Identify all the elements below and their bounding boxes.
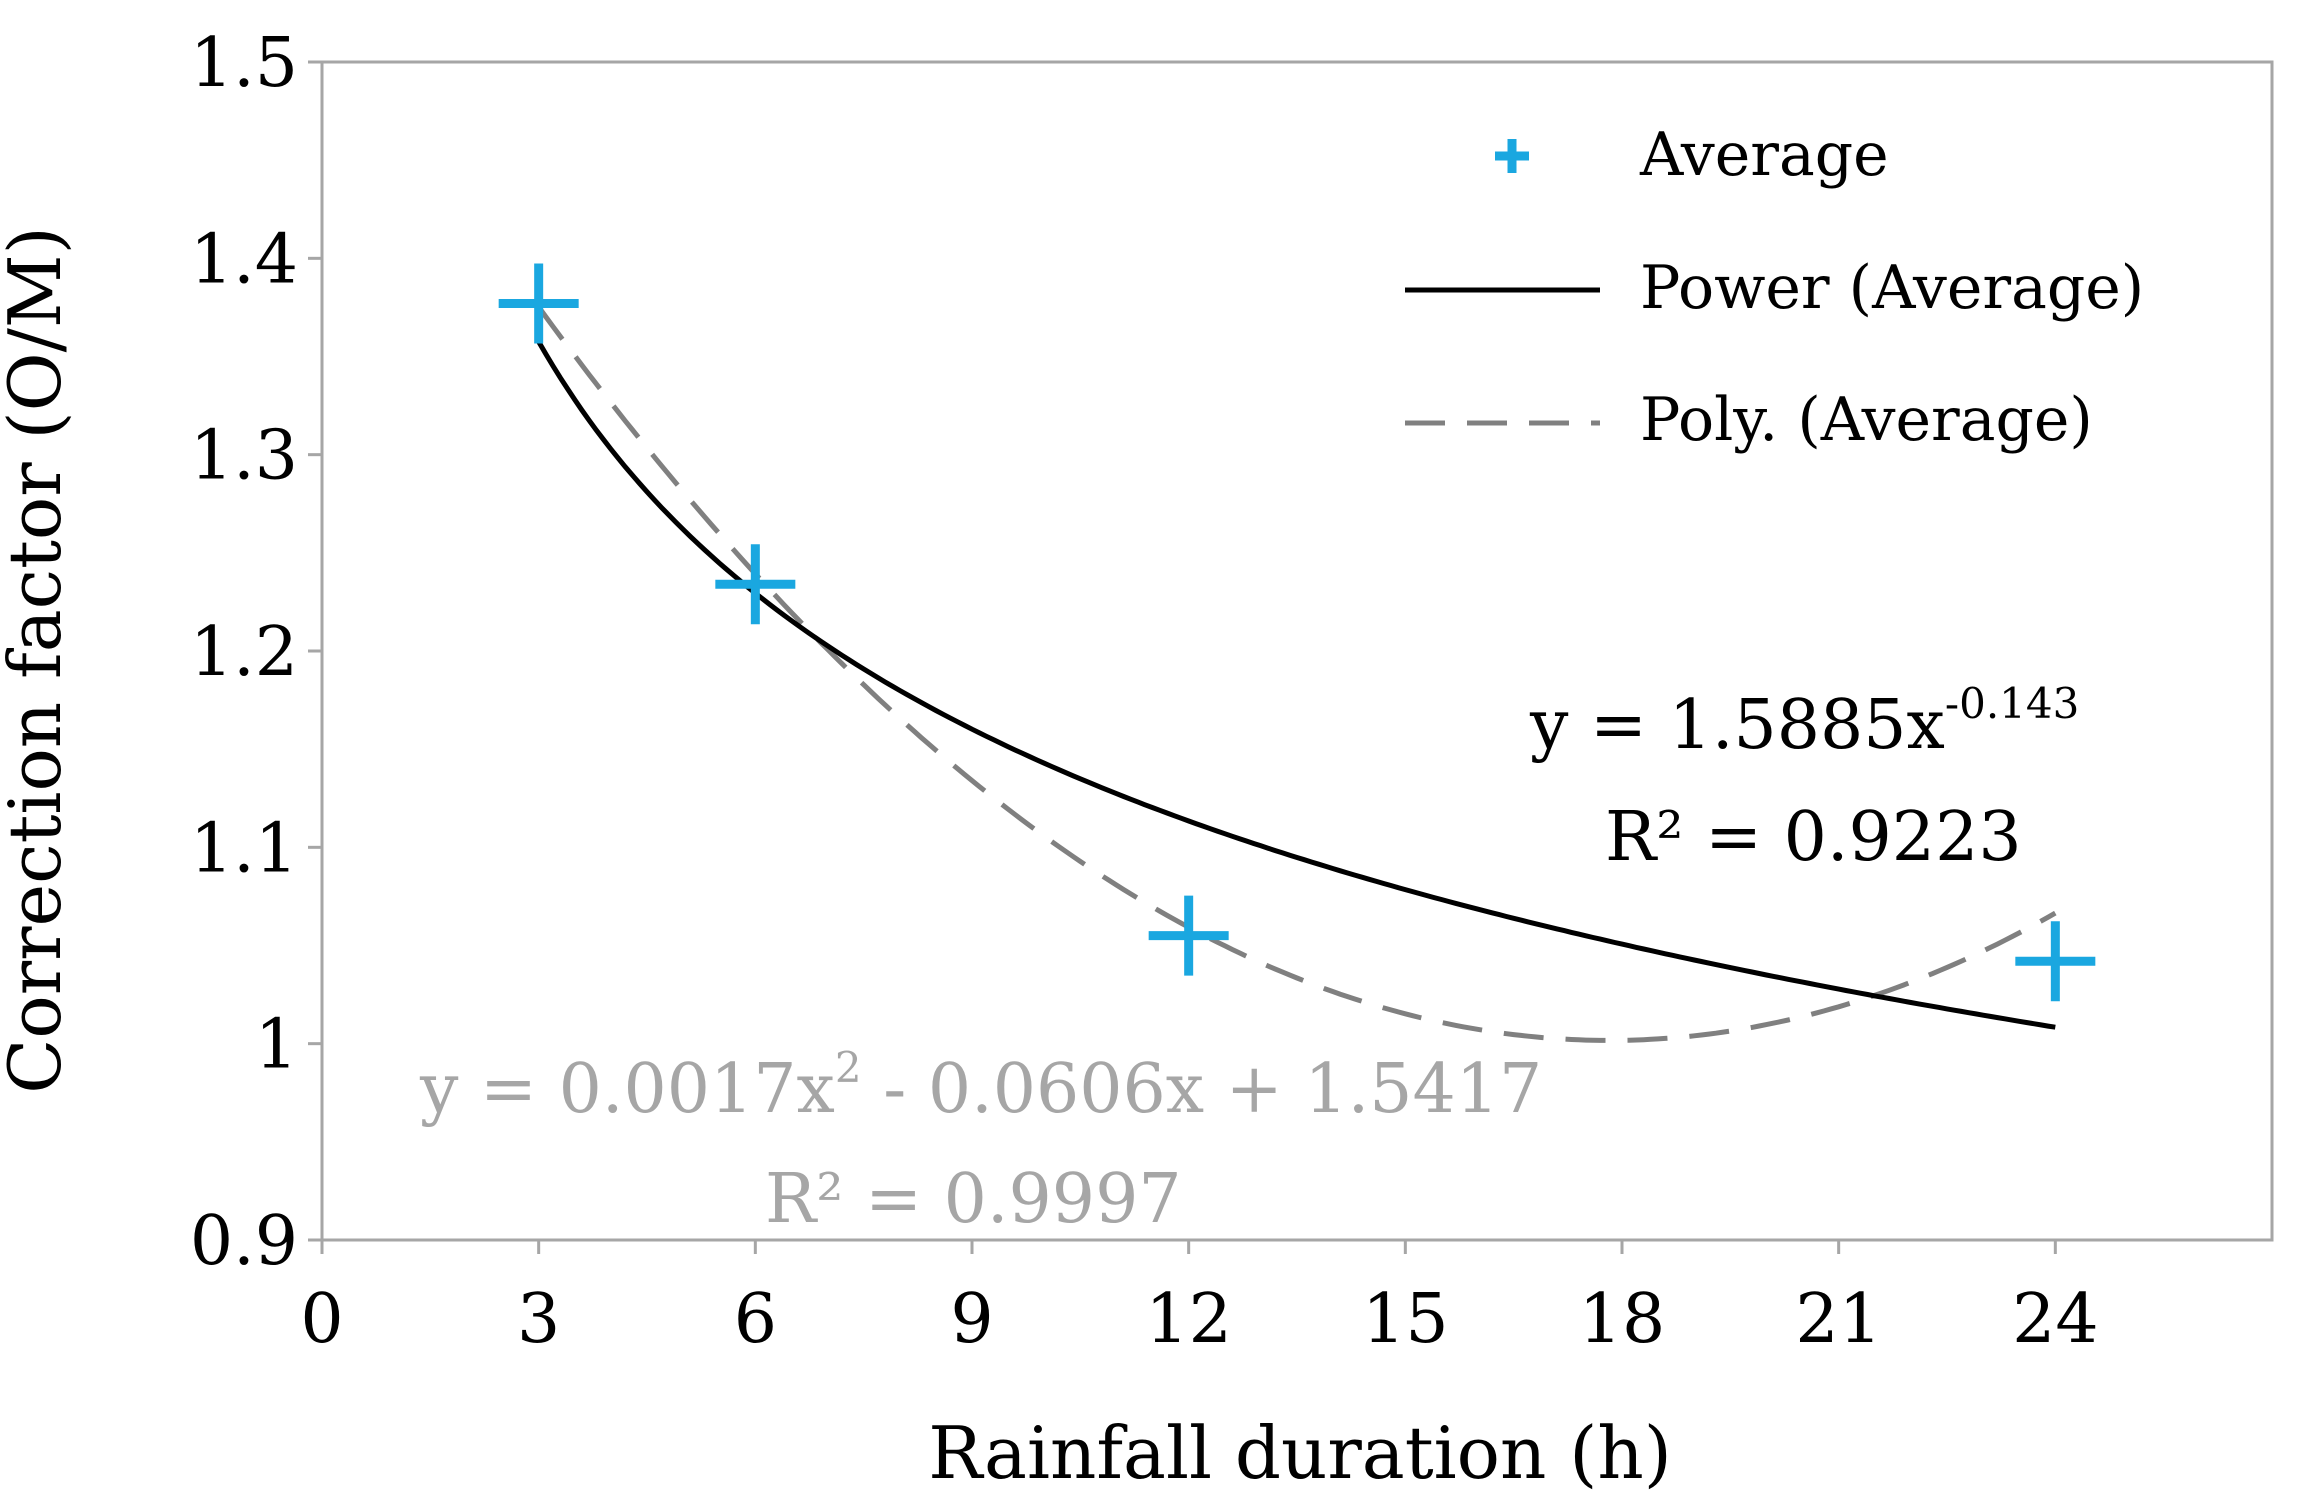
poly-trendline	[536, 305, 2057, 1043]
y-axis-label: Correction factor (O/M)	[0, 226, 77, 1093]
legend-label-poly: Poly. (Average)	[1640, 385, 2093, 455]
y-tick-label: 1.4	[190, 220, 298, 299]
x-tick-label: 9	[950, 1280, 993, 1359]
average-point	[1148, 895, 1229, 976]
x-tick-label: 18	[1579, 1280, 1666, 1359]
power-trendline	[536, 340, 2056, 1030]
y-tick-label: 1.3	[190, 417, 298, 496]
x-tick-label: 0	[300, 1280, 343, 1359]
y-tick-label: 1	[255, 1006, 298, 1085]
poly-equation-prefix: y = 0.0017x	[419, 1050, 835, 1129]
y-axis-ticks: 0.9 1 1.1 1.2 1.3 1.4 1.5	[190, 24, 322, 1281]
x-tick-label: 12	[1145, 1280, 1232, 1359]
x-axis-ticks: 0 3 6 9 12 15 18 21 24	[300, 1240, 2099, 1359]
legend-label-power: Power (Average)	[1640, 253, 2144, 323]
x-tick-label: 3	[517, 1280, 560, 1359]
x-tick-label: 24	[2012, 1280, 2099, 1359]
x-tick-label: 15	[1362, 1280, 1449, 1359]
average-point	[2015, 921, 2096, 1002]
poly-equation-text: y = 0.0017x2 - 0.0606x + 1.5417	[419, 1043, 1542, 1129]
power-equation-exponent: -0.143	[1945, 679, 2079, 728]
power-equation-prefix: y = 1.5885x	[1529, 686, 1945, 765]
power-equation-text: y = 1.5885x-0.143	[1529, 679, 2079, 765]
y-tick-label: 1.2	[190, 613, 298, 692]
power-equation-annotation: y = 1.5885x-0.143 R² = 0.9223	[1529, 679, 2079, 877]
poly-equation-annotation: y = 0.0017x2 - 0.0606x + 1.5417 R² = 0.9…	[419, 1043, 1542, 1239]
y-tick-label: 0.9	[190, 1202, 298, 1281]
power-r2: R² = 0.9223	[1605, 798, 2022, 877]
x-axis-label: Rainfall duration (h)	[928, 1411, 1672, 1495]
poly-equation-suffix: - 0.0606x + 1.5417	[862, 1050, 1543, 1129]
legend: Average Power (Average) Poly. (Average)	[1405, 120, 2144, 455]
x-tick-label: 21	[1795, 1280, 1882, 1359]
legend-label-average: Average	[1639, 120, 1889, 190]
x-tick-label: 6	[734, 1280, 777, 1359]
y-tick-label: 1.1	[190, 809, 298, 888]
poly-trendline-path	[536, 305, 2057, 1043]
poly-equation-exponent: 2	[835, 1043, 862, 1092]
y-tick-label: 1.5	[190, 24, 298, 103]
average-point	[498, 263, 579, 344]
power-trendline-path	[536, 340, 2056, 1030]
poly-r2: R² = 0.9997	[765, 1160, 1182, 1239]
legend-symbol-average	[1495, 139, 1529, 173]
average-markers	[498, 263, 2096, 1002]
average-point	[715, 544, 796, 625]
